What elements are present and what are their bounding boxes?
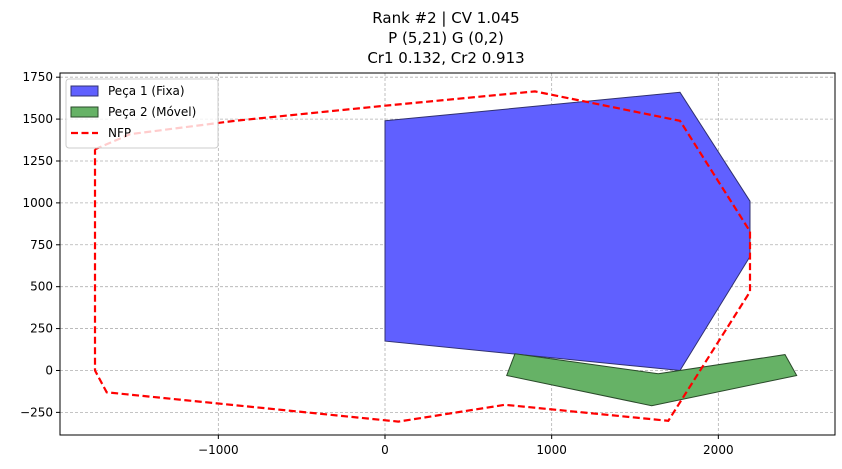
x-tick-label: −1000 xyxy=(198,443,239,457)
x-tick-label: 0 xyxy=(381,443,389,457)
legend-swatch xyxy=(70,85,99,97)
plot-frame xyxy=(59,72,836,436)
y-tick-label: 250 xyxy=(30,322,53,336)
x-tick-label: 1000 xyxy=(536,443,567,457)
title-line-3: Cr1 0.132, Cr2 0.913 xyxy=(367,49,524,67)
y-tick-label: 750 xyxy=(30,238,53,252)
legend-label: Peça 2 (Móvel) xyxy=(108,105,196,119)
y-tick-label: 500 xyxy=(30,280,53,294)
title-line-2: P (5,21) G (0,2) xyxy=(388,29,504,47)
title-line-1: Rank #2 | CV 1.045 xyxy=(372,9,519,27)
nfp-line xyxy=(93,90,752,423)
x-tick-label: 2000 xyxy=(703,443,734,457)
y-tick-label: 0 xyxy=(45,363,53,377)
y-tick-label: 1500 xyxy=(22,112,53,126)
series-layer xyxy=(93,90,798,423)
y-tick-label: 1250 xyxy=(22,154,53,168)
legend-swatch xyxy=(70,106,99,118)
legend-label: Peça 1 (Fixa) xyxy=(108,84,185,98)
chart-title: Rank #2 | CV 1.045 P (5,21) G (0,2) Cr1 … xyxy=(367,9,524,67)
y-tick-label: 1000 xyxy=(22,196,53,210)
legend-label: NFP xyxy=(108,126,131,140)
y-tick-label: 1750 xyxy=(22,70,53,84)
series-polygon-2 xyxy=(506,353,798,407)
y-tick-label: −250 xyxy=(20,405,53,419)
tick-layer: −1000 0 1000 2000 −250 0 250 500 750 1000 1250 1500… xyxy=(20,70,734,457)
series-polygon-1 xyxy=(384,91,751,372)
legend-box xyxy=(65,78,219,149)
legend: Peça 1 (Fixa) Peça 2 (Móvel) NFP xyxy=(65,78,219,149)
